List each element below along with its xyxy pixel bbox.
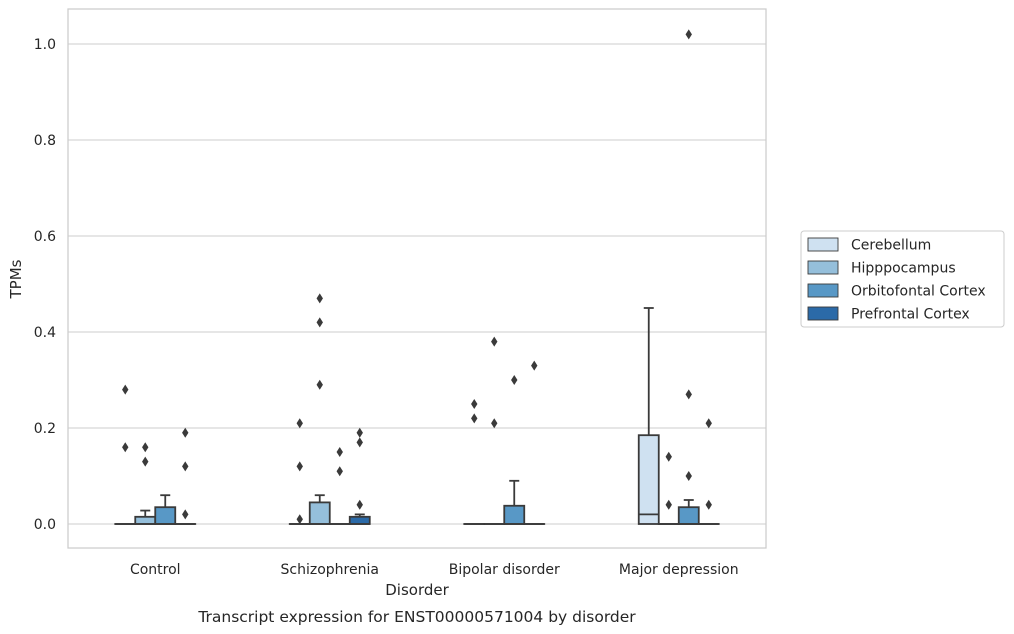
y-tick-label: 1.0 [34, 37, 56, 53]
y-tick-labels: 0.0 0.2 0.4 0.6 0.8 1.0 [34, 37, 56, 533]
legend-entry: Prefrontal Cortex [851, 307, 970, 323]
box [134, 515, 157, 525]
box-orbitofontal-cortex [503, 375, 526, 525]
x-tick-label: Control [130, 562, 181, 578]
box [503, 504, 526, 525]
legend-entry: Cerebellum [851, 238, 931, 254]
box-prefrontal-cortex [697, 418, 720, 525]
outlier-point [491, 336, 498, 347]
x-tick-label: Schizophrenia [281, 562, 379, 578]
boxes-layer [114, 29, 720, 525]
legend-frame [800, 230, 1005, 328]
outlier-point [685, 471, 692, 481]
box-prefrontal-cortex [523, 360, 546, 525]
outlier-point [316, 293, 323, 304]
outlier-point [122, 442, 129, 453]
y-tick-label: 0.4 [34, 325, 56, 341]
box-hipppocampus [657, 451, 680, 525]
outlier-point [665, 499, 672, 510]
plot-frame [67, 8, 767, 549]
box-cerebellum [288, 418, 311, 525]
outlier-point [665, 451, 672, 462]
outlier-point [316, 379, 323, 390]
box [308, 501, 331, 525]
outlier-point [336, 466, 343, 477]
outlier-point [685, 389, 692, 400]
box-hipppocampus [308, 293, 331, 525]
outlier-point [356, 499, 363, 510]
box-orbitofontal-cortex [677, 29, 700, 525]
outlier-point [142, 442, 149, 453]
box [677, 506, 700, 525]
outlier-point [531, 360, 538, 371]
legend-swatch [807, 237, 839, 252]
outlier-point [142, 456, 149, 467]
y-axis-label: TPMs [7, 259, 25, 299]
x-tick-label: Bipolar disorder [449, 562, 560, 578]
chart-caption: Transcript expression for ENST0000057100… [197, 608, 636, 626]
outlier-point [122, 384, 129, 395]
legend-swatch [807, 283, 839, 298]
box-orbitofontal-cortex [328, 447, 351, 525]
box-orbitofontal-cortex [154, 494, 177, 525]
legend-entry: Hipppocampus [851, 261, 956, 277]
box-prefrontal-cortex [348, 427, 371, 525]
box-cerebellum [114, 384, 137, 525]
outlier-point [182, 509, 189, 520]
box-hipppocampus [483, 336, 506, 525]
y-tick-label: 0.8 [34, 133, 56, 149]
y-tick-label: 0.6 [34, 229, 56, 245]
outlier-point [296, 461, 303, 472]
outlier-point [316, 317, 323, 328]
outlier-point [471, 399, 478, 409]
grid-lines [68, 43, 766, 525]
legend-swatch [807, 260, 839, 275]
box [348, 515, 371, 525]
outlier-point [685, 29, 692, 40]
outlier-point [296, 514, 303, 525]
x-axis-label: Disorder [385, 581, 449, 599]
outlier-point [511, 375, 518, 385]
legend-swatch [807, 306, 839, 321]
outlier-point [491, 418, 498, 429]
outlier-point [356, 437, 363, 448]
y-tick-label: 0.2 [34, 421, 56, 437]
box [154, 506, 177, 525]
legend-entry: Orbitofontal Cortex [851, 284, 986, 300]
x-tick-labels: Control Schizophrenia Bipolar disorder Majo… [130, 562, 739, 578]
outlier-point [182, 461, 189, 472]
outlier-point [182, 427, 189, 438]
outlier-point [296, 418, 303, 429]
y-tick-label: 0.0 [34, 517, 56, 533]
legend: Cerebellum Hipppocampus Orbitofontal Corte… [800, 230, 1005, 328]
box [637, 434, 660, 525]
outlier-point [336, 447, 343, 457]
outlier-point [705, 418, 712, 429]
box-prefrontal-cortex [174, 427, 197, 525]
outlier-point [705, 499, 712, 510]
outlier-point [471, 413, 478, 424]
outlier-point [356, 427, 363, 438]
box-cerebellum [463, 399, 486, 525]
x-tick-label: Major depression [619, 562, 739, 578]
box-cerebellum [637, 307, 660, 525]
box-hipppocampus [134, 442, 157, 525]
